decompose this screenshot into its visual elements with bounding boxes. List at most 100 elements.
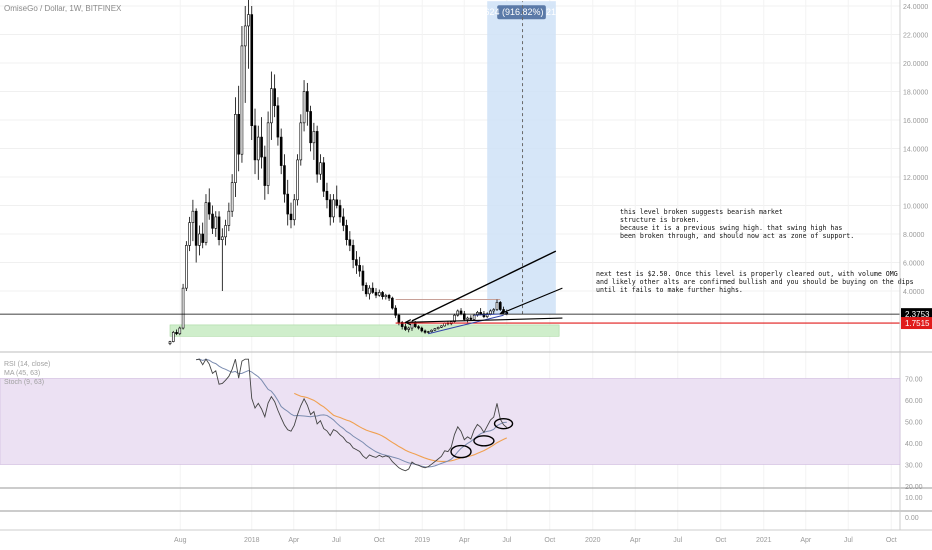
candle-body[interactable] — [440, 325, 443, 328]
candle-body[interactable] — [328, 199, 332, 218]
candle-body[interactable] — [198, 233, 201, 246]
candle-body[interactable] — [306, 91, 309, 112]
candle-body[interactable] — [377, 292, 381, 296]
candle-body[interactable] — [185, 245, 188, 289]
candle-body[interactable] — [348, 239, 352, 246]
indicator-legend-item[interactable]: Stoch (9, 63) — [4, 379, 44, 386]
candle-body[interactable] — [342, 216, 345, 226]
candle-body[interactable] — [351, 245, 355, 260]
candle-body[interactable] — [270, 88, 273, 124]
trend-drawings[interactable] — [404, 250, 563, 335]
candle-body[interactable] — [456, 310, 460, 316]
candle-body[interactable] — [253, 125, 257, 161]
candle-body[interactable] — [407, 327, 411, 330]
candle-body[interactable] — [230, 182, 234, 212]
candle-body[interactable] — [420, 327, 424, 332]
candle-body[interactable] — [453, 314, 456, 322]
candle-body[interactable] — [355, 259, 358, 266]
candle-body[interactable] — [296, 159, 299, 201]
candle-body[interactable] — [371, 287, 375, 293]
candle-body[interactable] — [247, 14, 250, 27]
candle-body[interactable] — [171, 332, 175, 342]
candle-body[interactable] — [489, 310, 492, 315]
candle-body[interactable] — [312, 131, 316, 144]
annotation-note-2[interactable]: next test is $2.50. Once this level is p… — [596, 270, 914, 294]
candle-body[interactable] — [263, 156, 267, 186]
candle-body[interactable] — [292, 199, 296, 221]
candle-body[interactable] — [387, 294, 391, 299]
candle-body[interactable] — [289, 213, 293, 221]
candle-body[interactable] — [466, 317, 469, 320]
candle-body[interactable] — [368, 287, 371, 295]
candle-body[interactable] — [472, 314, 476, 320]
candle-body[interactable] — [266, 122, 270, 186]
candle-body[interactable] — [400, 322, 404, 327]
candle-body[interactable] — [381, 292, 384, 297]
candle-body[interactable] — [417, 326, 420, 329]
candle-body[interactable] — [178, 327, 182, 335]
candle-body[interactable] — [286, 193, 290, 215]
candle-body[interactable] — [168, 341, 172, 345]
price-axis[interactable]: 24.0000 22.0000 20.0000 18.0000 16.0000 14.00… — [903, 4, 928, 296]
candle-body[interactable] — [436, 327, 440, 330]
candle-body[interactable] — [309, 111, 312, 144]
candle-body[interactable] — [430, 329, 433, 332]
candle-body[interactable] — [299, 122, 303, 161]
candle-body[interactable] — [423, 330, 427, 333]
rsi-highlight-circle[interactable] — [450, 444, 472, 459]
candle-body[interactable] — [404, 326, 407, 330]
indicator-legend-item[interactable]: MA (45, 63) — [4, 370, 40, 377]
candle-body[interactable] — [338, 205, 342, 218]
candle-body[interactable] — [397, 314, 401, 323]
candle-body[interactable] — [319, 162, 322, 175]
candle-body[interactable] — [201, 233, 204, 243]
candle-body[interactable] — [276, 105, 280, 138]
annotation-note-1[interactable]: this level broken suggests bearish marke… — [620, 208, 854, 240]
rsi-highlight-circles[interactable] — [450, 417, 514, 459]
candle-body[interactable] — [224, 225, 227, 238]
candle-body[interactable] — [384, 294, 388, 297]
candle-body[interactable] — [181, 287, 185, 329]
candle-body[interactable] — [498, 302, 502, 310]
candle-body[interactable] — [315, 131, 319, 175]
measure-box[interactable] — [487, 1, 556, 315]
candle-body[interactable] — [188, 222, 191, 246]
candle-body[interactable] — [495, 302, 499, 310]
candle-body[interactable] — [433, 328, 437, 331]
candle-body[interactable] — [175, 332, 178, 335]
candle-body[interactable] — [335, 199, 339, 206]
candle-body[interactable] — [469, 317, 473, 320]
candle-body[interactable] — [243, 25, 247, 47]
indicator-legend-item[interactable]: RSI (14, close) — [4, 361, 50, 368]
candle-body[interactable] — [332, 199, 335, 218]
support-zone[interactable] — [169, 324, 560, 337]
candle-body[interactable] — [361, 270, 365, 286]
candle-body[interactable] — [391, 297, 394, 309]
candle-body[interactable] — [211, 213, 214, 229]
candle-body[interactable] — [221, 236, 224, 241]
candle-body[interactable] — [479, 312, 482, 315]
candle-body[interactable] — [217, 216, 221, 240]
candle-body[interactable] — [204, 202, 208, 243]
candle-body[interactable] — [194, 210, 198, 246]
candles[interactable] — [168, 0, 509, 346]
candle-body[interactable] — [234, 114, 237, 184]
time-axis[interactable]: Aug 2018 Apr Jul Oct 2019 Apr Jul Oct 2020 Apr Jul O… — [174, 537, 897, 544]
candle-body[interactable] — [345, 225, 348, 240]
rsi-highlight-circle[interactable] — [493, 417, 514, 430]
candle-body[interactable] — [394, 307, 397, 316]
candle-body[interactable] — [237, 114, 240, 155]
candle-body[interactable] — [214, 216, 218, 229]
candle-body[interactable] — [273, 88, 276, 107]
candle-body[interactable] — [302, 91, 306, 124]
candle-body[interactable] — [250, 14, 254, 127]
candle-body[interactable] — [427, 331, 430, 333]
candle-body[interactable] — [374, 292, 378, 296]
candle-body[interactable] — [279, 136, 283, 166]
candle-body[interactable] — [492, 309, 496, 312]
candle-body[interactable] — [358, 265, 361, 272]
candle-body[interactable] — [462, 313, 466, 320]
candle-body[interactable] — [207, 202, 211, 215]
rsi-highlight-circle[interactable] — [473, 435, 495, 447]
